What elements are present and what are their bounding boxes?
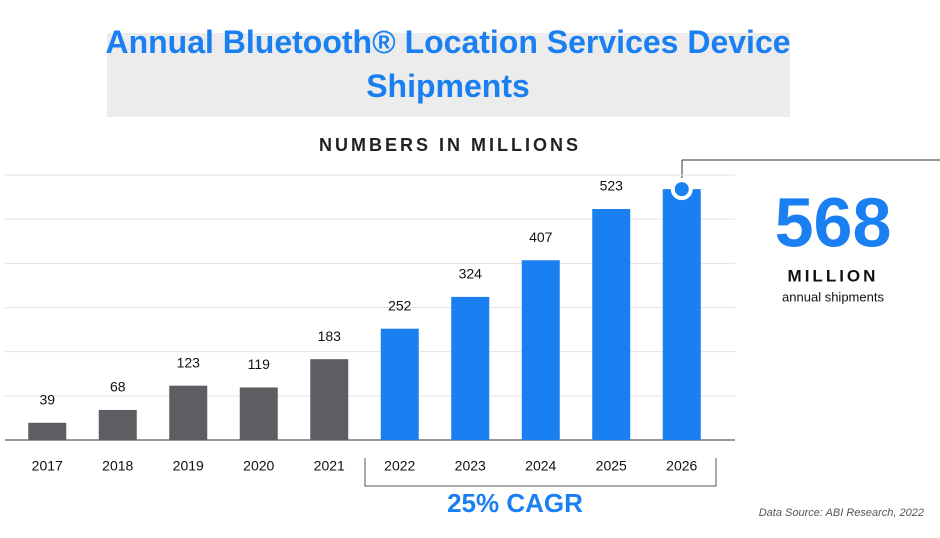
bar [662, 189, 701, 440]
bar [239, 387, 278, 440]
bar [380, 328, 419, 440]
bar [451, 296, 490, 440]
x-tick-label: 2021 [314, 458, 345, 474]
bar [592, 209, 631, 440]
value-label: 123 [177, 354, 201, 370]
cagr-label: 25% CAGR [447, 488, 583, 518]
cagr-bracket [364, 458, 717, 487]
value-label: 183 [318, 328, 342, 344]
bar [169, 385, 208, 440]
value-label: 39 [39, 391, 55, 407]
value-label: 324 [459, 266, 483, 282]
x-tick-label: 2026 [666, 458, 697, 474]
value-label: 523 [600, 178, 624, 194]
value-label: 119 [248, 356, 271, 372]
callout-value: 568 [775, 183, 892, 261]
bar [521, 260, 560, 440]
title-background [107, 33, 790, 117]
x-tick-label: 2018 [102, 458, 133, 474]
highlight-marker [670, 178, 693, 201]
bar [310, 359, 349, 440]
callout-caption: annual shipments [782, 289, 884, 304]
chart-title: Annual Bluetooth® Location Services Devi… [105, 24, 791, 104]
x-tick-label: 2020 [243, 458, 274, 474]
x-tick-label: 2025 [596, 458, 627, 474]
bar [98, 409, 137, 440]
callout-unit: MILLION [788, 266, 879, 285]
x-tick-label: 2024 [525, 458, 556, 474]
bar [28, 422, 67, 440]
value-label: 68 [110, 379, 126, 395]
data-source: Data Source: ABI Research, 2022 [759, 507, 924, 519]
subtitle: NUMBERS IN MILLIONS [319, 135, 581, 155]
x-tick-label: 2017 [32, 458, 63, 474]
value-label: 407 [529, 229, 553, 245]
x-tick-label: 2022 [384, 458, 415, 474]
x-tick-label: 2023 [455, 458, 486, 474]
value-label: 252 [388, 297, 412, 313]
x-tick-label: 2019 [173, 458, 204, 474]
